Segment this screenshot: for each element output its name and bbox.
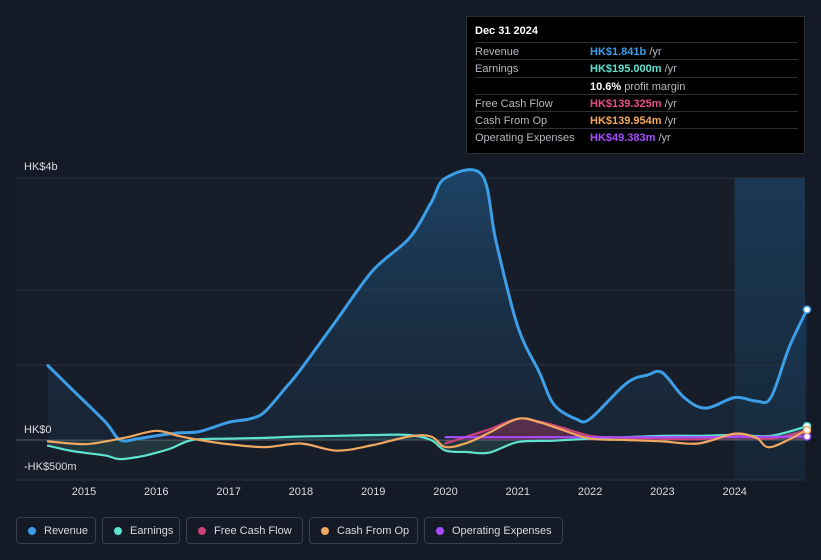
legend-item-free-cash-flow[interactable]: Free Cash Flow [186, 517, 303, 544]
tooltip-value-unit: /yr [661, 115, 677, 127]
x-axis-tick-label: 2016 [144, 486, 168, 498]
tooltip-row-value: HK$139.325m /yr [590, 98, 677, 110]
legend-dot-icon [114, 527, 122, 535]
tooltip-row-value: 10.6% profit margin [590, 81, 685, 93]
legend-dot-icon [28, 527, 36, 535]
tooltip-value-text: HK$139.954m [590, 115, 662, 127]
tooltip-value-text: 10.6% [590, 81, 622, 93]
legend-dot-icon [198, 527, 206, 535]
y-axis-label: HK$4b [24, 161, 58, 173]
legend-label: Cash From Op [337, 525, 410, 537]
legend-item-earnings[interactable]: Earnings [102, 517, 180, 544]
x-axis-tick-label: 2022 [578, 486, 602, 498]
legend-label: Revenue [44, 525, 89, 537]
tooltip-row: Free Cash Flow HK$139.325m /yr [475, 94, 798, 112]
tooltip-value-unit: profit margin [621, 81, 686, 93]
legend-label: Free Cash Flow [214, 525, 292, 537]
x-axis-tick-label: 2023 [650, 486, 674, 498]
tooltip-value-text: HK$49.383m [590, 132, 656, 144]
tooltip-value-unit: /yr [646, 46, 662, 58]
x-axis-tick-label: 2024 [722, 486, 746, 498]
tooltip-row-value: HK$139.954m /yr [590, 115, 677, 127]
legend-label: Earnings [130, 525, 174, 537]
revenue-area [47, 169, 807, 442]
legend-dot-icon [321, 527, 329, 535]
x-axis-tick-label: 2020 [433, 486, 457, 498]
y-axis-label: HK$0 [24, 424, 52, 436]
tooltip-row-label: Earnings [475, 63, 519, 75]
tooltip-row-label: Revenue [475, 46, 520, 58]
tooltip-row-value: HK$195.000m /yr [590, 63, 677, 75]
revenue-endpoint [802, 305, 812, 314]
tooltip-panel: Dec 31 2024 Revenue HK$1.841b /yr Earnings… [466, 16, 805, 154]
tooltip-value-unit: /yr [661, 63, 677, 75]
tooltip-row-label: Cash From Op [475, 115, 548, 127]
tooltip-row: Revenue HK$1.841b /yr [475, 42, 798, 60]
tooltip-value-text: HK$195.000m [590, 63, 662, 75]
operating-expenses-line [444, 435, 809, 439]
tooltip-row: Operating Expenses HK$49.383m /yr [475, 128, 798, 146]
y-axis-label: -HK$500m [24, 461, 77, 473]
x-axis-tick-label: 2021 [506, 486, 530, 498]
legend-dot-icon [436, 527, 444, 535]
legend-item-cash-from-op[interactable]: Cash From Op [309, 517, 418, 544]
tooltip-value-text: HK$139.325m [590, 98, 662, 110]
tooltip-value-text: HK$1.841b [590, 46, 647, 58]
tooltip-row-value: HK$49.383m /yr [590, 132, 671, 144]
tooltip-row-label: Operating Expenses [475, 132, 575, 144]
x-axis-tick-label: 2015 [72, 486, 96, 498]
tooltip-row: 10.6% profit margin [475, 77, 798, 95]
legend-label: Operating Expenses [452, 525, 552, 537]
tooltip-row-value: HK$1.841b /yr [590, 46, 662, 58]
cash-from-op-line [46, 417, 809, 452]
tooltip-row: Cash From Op HK$139.954m /yr [475, 111, 798, 129]
tooltip-row: Earnings HK$195.000m /yr [475, 59, 798, 77]
tooltip-value-unit: /yr [661, 98, 677, 110]
tooltip-row-label: Free Cash Flow [475, 98, 553, 110]
x-axis-tick-label: 2019 [361, 486, 385, 498]
tooltip-date: Dec 31 2024 [475, 25, 538, 37]
legend-item-operating-expenses[interactable]: Operating Expenses [424, 517, 563, 544]
x-axis-tick-label: 2018 [289, 486, 313, 498]
cash-from-op-endpoint [802, 425, 812, 435]
tooltip-value-unit: /yr [655, 132, 671, 144]
legend-item-revenue[interactable]: Revenue [16, 517, 96, 544]
earnings-area [47, 426, 807, 460]
x-axis-tick-label: 2017 [216, 486, 240, 498]
